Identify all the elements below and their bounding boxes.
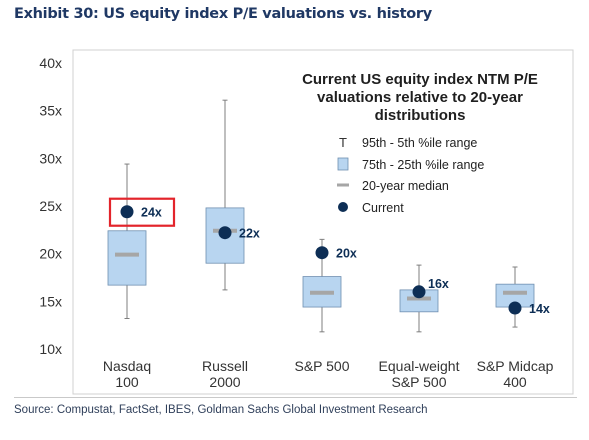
category-label: 400 [503,374,527,390]
box-group: 22x [205,99,260,291]
box-group: 16x [399,264,449,333]
highlight-box [108,197,176,227]
legend-label: Current [362,201,404,215]
divider [14,397,577,398]
legend-current-symbol [338,202,348,212]
legend-box-symbol [337,157,349,171]
current-value-label: 16x [428,277,449,291]
current-marker [120,205,134,219]
y-tick-label: 40x [39,55,62,71]
category-label: Equal-weight [379,358,460,374]
chart-title: valuations relative to 20-year [317,89,523,106]
iqr-box [107,230,147,286]
legend-label: 95th - 5th %ile range [362,136,477,150]
category-label: 2000 [209,374,240,390]
current-value-label: 22x [239,227,260,241]
y-axis: 10x 15x 20x 25x 30x 35x 40x [39,55,62,357]
current-value-label: 20x [336,247,357,261]
box-group: 24x [107,163,176,319]
y-tick-label: 35x [39,103,62,119]
chart-title: Current US equity index NTM P/E [302,71,538,88]
legend-label: 20-year median [362,179,449,193]
y-tick-label: 10x [39,341,62,357]
category-label: Nasdaq [103,358,151,374]
y-tick-label: 15x [39,293,62,309]
box-plot-chart: 10x 15x 20x 25x 30x 35x 40x 24x 22x 20x 16x 14x Na… [39,49,574,395]
y-tick-label: 30x [39,150,62,166]
category-label: S&P 500 [294,358,349,374]
plot-frame [72,49,574,395]
category-label: S&P Midcap [477,358,554,374]
category-label: Russell [202,358,248,374]
legend-whisker-symbol: T [339,135,347,150]
current-value-label: 24x [141,206,162,220]
current-marker [315,246,329,260]
chart-title: distributions [375,107,466,124]
current-marker [508,301,522,315]
plot-area: 24x 22x 20x 16x 14x [107,99,550,333]
source-note: Source: Compustat, FactSet, IBES, Goldma… [14,404,428,416]
current-marker [412,285,426,299]
box-group: 14x [495,266,550,328]
category-label: S&P 500 [391,374,446,390]
current-value-label: 14x [529,302,550,316]
legend-label: 75th - 25th %ile range [362,158,484,172]
box-group: 20x [302,238,357,333]
y-tick-label: 25x [39,198,62,214]
exhibit-title: Exhibit 30: US equity index P/E valuatio… [14,6,432,22]
category-label: 100 [115,374,139,390]
y-tick-label: 20x [39,246,62,262]
current-marker [218,226,232,240]
legend: Current US equity index NTM P/Evaluation… [302,71,538,215]
